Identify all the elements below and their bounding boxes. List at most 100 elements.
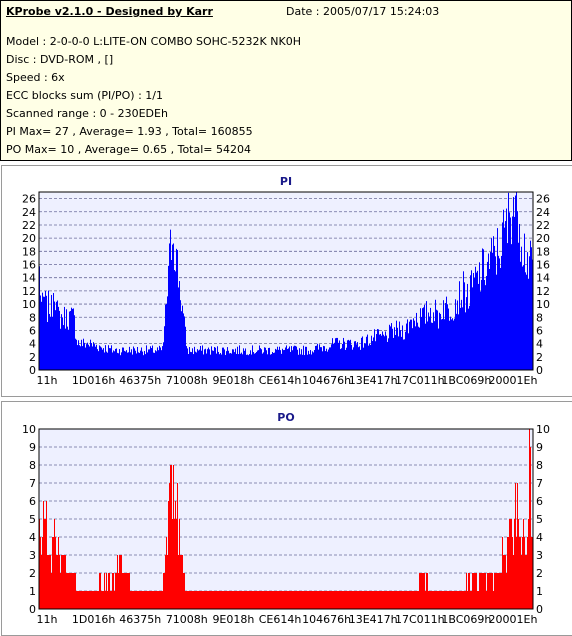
data-bar	[335, 338, 336, 370]
data-bar	[193, 591, 194, 609]
data-bar	[126, 573, 127, 609]
data-bar	[142, 351, 143, 370]
data-bar	[410, 319, 411, 370]
data-bar	[183, 573, 184, 609]
data-bar	[209, 591, 210, 609]
speed-line: Speed : 6x	[6, 71, 65, 84]
data-bar	[237, 346, 238, 370]
data-bar	[326, 591, 327, 609]
data-bar	[278, 349, 279, 370]
data-bar	[69, 573, 70, 609]
data-bar	[415, 591, 416, 609]
app-title: KProbe v2.1.0 - Designed by Karr	[6, 5, 213, 18]
data-bar	[176, 519, 177, 609]
data-bar	[50, 555, 51, 609]
data-bar	[297, 591, 298, 609]
data-bar	[245, 591, 246, 609]
data-bar	[257, 591, 258, 609]
data-bar	[432, 591, 433, 609]
data-bar	[294, 591, 295, 609]
data-bar	[78, 591, 79, 609]
data-bar	[389, 324, 390, 370]
data-bar	[54, 519, 55, 609]
data-bar	[261, 591, 262, 609]
data-bar	[339, 340, 340, 370]
data-bar	[76, 591, 77, 609]
data-bar	[280, 591, 281, 609]
data-bar	[382, 331, 383, 370]
data-bar	[281, 353, 282, 370]
data-bar	[80, 346, 81, 370]
data-bar	[449, 591, 450, 609]
data-bar	[118, 353, 119, 370]
data-bar	[252, 591, 253, 609]
data-bar	[219, 354, 220, 370]
data-bar	[145, 354, 146, 370]
data-bar	[395, 591, 396, 609]
data-bar	[121, 555, 122, 609]
data-bar	[346, 347, 347, 370]
data-bar	[58, 537, 59, 609]
data-bar	[85, 347, 86, 370]
data-bar	[435, 299, 436, 370]
data-bar	[490, 573, 491, 609]
data-bar	[263, 591, 264, 609]
data-bar	[111, 345, 112, 370]
data-bar	[351, 344, 352, 370]
data-bar	[345, 591, 346, 609]
x-tick-label: 11h	[37, 374, 58, 387]
data-bar	[63, 325, 64, 370]
data-bar	[383, 334, 384, 370]
data-bar	[288, 348, 289, 370]
data-bar	[353, 347, 354, 370]
data-bar	[169, 483, 170, 609]
data-bar	[287, 591, 288, 609]
data-bar	[202, 345, 203, 370]
data-bar	[383, 591, 384, 609]
data-bar	[319, 591, 320, 609]
data-bar	[409, 591, 410, 609]
data-bar	[90, 591, 91, 609]
data-bar	[259, 591, 260, 609]
y-tick-label-right: 6	[536, 324, 543, 337]
data-bar	[79, 591, 80, 609]
data-bar	[201, 591, 202, 609]
po-stats-line: PO Max= 10 , Average= 0.65 , Total= 5420…	[6, 143, 251, 156]
data-bar	[459, 281, 460, 370]
data-bar	[269, 347, 270, 370]
data-bar	[522, 266, 523, 370]
data-bar	[83, 338, 84, 370]
data-bar	[527, 537, 528, 609]
data-bar	[66, 573, 67, 609]
data-bar	[332, 591, 333, 609]
data-bar	[445, 591, 446, 609]
data-bar	[204, 349, 205, 370]
data-bar	[185, 326, 186, 370]
data-bar	[439, 312, 440, 370]
x-tick-label: CE614h	[259, 613, 302, 626]
data-bar	[434, 591, 435, 609]
data-bar	[271, 591, 272, 609]
data-bar	[293, 346, 294, 370]
data-bar	[429, 316, 430, 370]
data-bar	[222, 591, 223, 609]
data-bar	[251, 354, 252, 370]
data-bar	[205, 348, 206, 370]
data-bar	[485, 573, 486, 609]
data-bar	[198, 350, 199, 370]
data-bar	[290, 351, 291, 370]
data-bar	[443, 591, 444, 609]
data-bar	[42, 292, 43, 370]
data-bar	[110, 591, 111, 609]
data-bar	[343, 337, 344, 370]
data-bar	[238, 591, 239, 609]
data-bar	[152, 591, 153, 609]
data-bar	[70, 310, 71, 370]
data-bar	[171, 259, 172, 370]
data-bar	[450, 591, 451, 609]
data-bar	[141, 591, 142, 609]
data-bar	[364, 591, 365, 609]
data-bar	[437, 310, 438, 370]
data-bar	[327, 591, 328, 609]
data-bar	[266, 591, 267, 609]
